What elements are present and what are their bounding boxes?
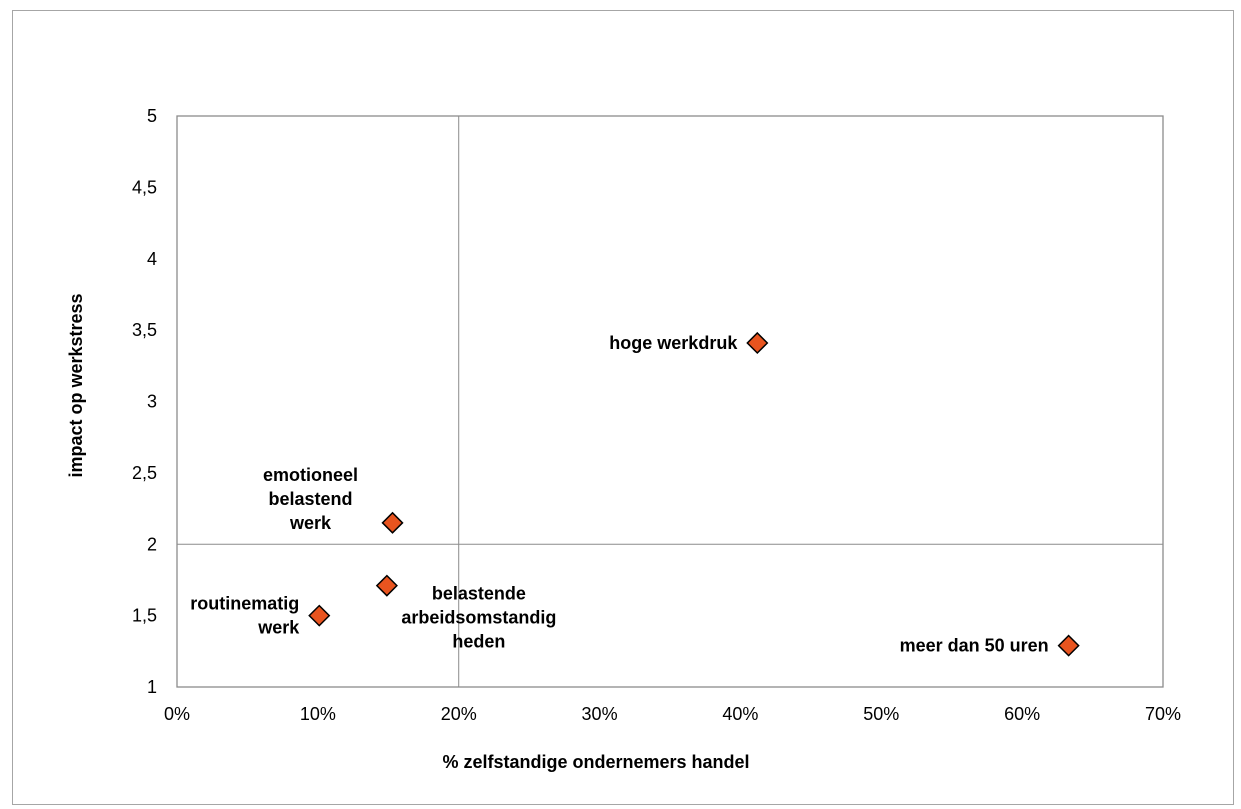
data-label-line: heden [452,632,505,652]
y-tick-label: 3 [147,392,157,412]
y-axis-tick-labels: 1 1,5 2 2,5 3 3,5 4 4,5 5 [132,106,157,697]
x-axis-title: % zelfstandige ondernemers handel [442,752,749,772]
data-label: hoge werkdruk [609,333,738,353]
data-labels: hoge werkdruk emotioneel belastend werk bela… [190,333,1048,656]
x-tick-label: 50% [863,704,899,724]
x-tick-label: 40% [722,704,758,724]
data-point-marker [375,574,398,597]
y-axis-title: impact op werkstress [66,293,86,477]
data-label-line: arbeidsomstandig [401,608,556,628]
data-label-line: meer dan 50 uren [900,636,1049,656]
data-point-marker [381,511,404,534]
plot-border [176,115,1164,688]
y-tick-label: 1 [147,677,157,697]
plot-area [176,115,1164,688]
data-point-marker [1057,634,1080,657]
x-tick-label: 10% [300,704,336,724]
x-tick-label: 0% [164,704,190,724]
data-label-line: werk [289,513,332,533]
y-tick-label: 2,5 [132,463,157,483]
y-tick-label: 3,5 [132,320,157,340]
data-point-marker [308,604,331,627]
data-points [308,331,1080,657]
data-label: belastende arbeidsomstandig heden [401,584,556,652]
data-label-line: hoge werkdruk [609,333,738,353]
data-label-line: routinematig [190,594,299,614]
x-axis-tick-labels: 0% 10% 20% 30% 40% 50% 60% 70% [164,704,1181,724]
data-label: emotioneel belastend werk [263,465,358,533]
y-tick-label: 4 [147,249,157,269]
x-tick-label: 70% [1145,704,1181,724]
data-point-marker [746,331,769,355]
data-label-line: belastend [268,489,352,509]
y-tick-label: 2 [147,534,157,554]
y-tick-label: 4,5 [132,177,157,197]
x-tick-label: 30% [582,704,618,724]
data-label-line: belastende [432,584,526,604]
reference-lines [177,116,1163,687]
data-label-line: werk [257,618,300,638]
data-label: meer dan 50 uren [900,636,1049,656]
y-tick-label: 1,5 [132,606,157,626]
data-label: routinematig werk [190,594,300,638]
x-tick-label: 20% [441,704,477,724]
x-tick-label: 60% [1004,704,1040,724]
data-label-line: emotioneel [263,465,358,485]
y-tick-label: 5 [147,106,157,126]
